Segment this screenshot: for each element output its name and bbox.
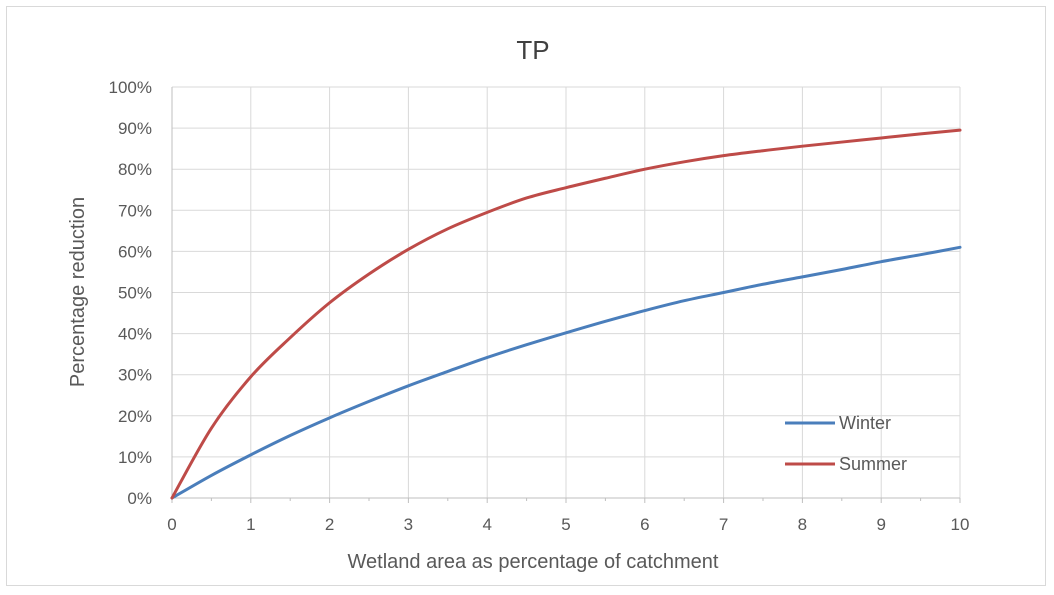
series-lines	[170, 128, 962, 500]
y-tick-labels: 0% 10% 20% 30% 40% 50% 60% 70% 80% 90% 100%	[109, 78, 152, 508]
y-tick-label: 80%	[118, 160, 152, 179]
x-tick-label: 2	[325, 515, 334, 534]
legend-label-winter: Winter	[839, 413, 891, 433]
y-tick-label: 100%	[109, 78, 152, 97]
chart-title: TP	[516, 35, 549, 65]
x-tick-label: 0	[167, 515, 176, 534]
series-line-summer	[170, 128, 962, 500]
y-tick-label: 70%	[118, 201, 152, 220]
series-line-winter	[170, 245, 962, 500]
x-tick-label: 1	[246, 515, 255, 534]
legend: Winter Summer	[785, 413, 907, 474]
x-tick-label: 3	[404, 515, 413, 534]
x-tick-label: 4	[482, 515, 491, 534]
x-axis-title: Wetland area as percentage of catchment	[348, 551, 719, 573]
y-tick-label: 60%	[118, 242, 152, 261]
y-axis-title: Percentage reduction	[67, 197, 89, 387]
x-tick-label: 10	[951, 515, 970, 534]
x-tick-label: 7	[719, 515, 728, 534]
x-tick-label: 8	[798, 515, 807, 534]
x-tick-label: 6	[640, 515, 649, 534]
chart-frame	[6, 6, 1046, 586]
y-tick-label: 20%	[118, 407, 152, 426]
y-tick-label: 0%	[127, 489, 152, 508]
y-tick-label: 40%	[118, 325, 152, 344]
x-tick-label: 9	[876, 515, 885, 534]
y-tick-label: 90%	[118, 119, 152, 138]
y-tick-label: 50%	[118, 284, 152, 303]
y-tick-label: 30%	[118, 366, 152, 385]
gridlines	[172, 86, 961, 498]
x-tick-label: 5	[561, 515, 570, 534]
y-tick-label: 10%	[118, 448, 152, 467]
x-tick-labels: 0 1 2 3 4 5 6 7 8 9 10	[167, 515, 969, 534]
legend-label-summer: Summer	[839, 454, 907, 474]
